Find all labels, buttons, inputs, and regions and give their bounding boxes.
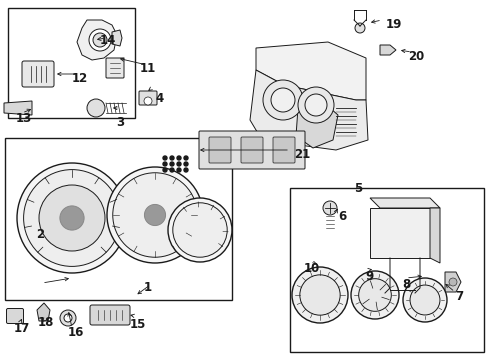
Text: 12: 12 [72,72,88,85]
Circle shape [89,29,111,51]
Circle shape [291,267,347,323]
Text: 10: 10 [304,262,320,275]
Text: 3: 3 [116,116,124,129]
Text: 17: 17 [14,322,30,335]
Circle shape [305,94,326,116]
Text: 9: 9 [364,270,372,283]
Circle shape [93,33,107,47]
FancyBboxPatch shape [6,309,23,324]
Circle shape [144,204,165,226]
Polygon shape [37,303,50,321]
Text: 15: 15 [130,318,146,331]
Polygon shape [256,42,365,100]
Text: 16: 16 [68,326,84,339]
Circle shape [263,80,303,120]
Circle shape [299,275,340,315]
FancyBboxPatch shape [208,137,230,163]
Circle shape [177,168,181,172]
Circle shape [170,156,174,160]
Polygon shape [369,198,439,208]
Circle shape [17,163,127,273]
Circle shape [409,285,439,315]
Polygon shape [112,30,122,46]
Text: 2: 2 [36,228,44,241]
Text: 21: 21 [293,148,309,161]
Text: 6: 6 [337,210,346,223]
FancyBboxPatch shape [106,58,124,78]
Text: 14: 14 [100,34,116,47]
Text: 13: 13 [16,112,32,125]
Circle shape [143,97,152,105]
Circle shape [170,168,174,172]
FancyBboxPatch shape [199,131,305,169]
Circle shape [297,87,333,123]
FancyBboxPatch shape [90,305,130,325]
Circle shape [323,201,336,215]
Circle shape [183,156,187,160]
Text: 11: 11 [140,62,156,75]
Text: 8: 8 [401,278,409,291]
Circle shape [170,162,174,166]
Polygon shape [77,20,117,60]
FancyBboxPatch shape [139,91,157,105]
Circle shape [358,279,390,311]
Circle shape [177,156,181,160]
FancyBboxPatch shape [272,137,294,163]
Text: 18: 18 [38,316,54,329]
Circle shape [113,173,197,257]
Circle shape [354,23,364,33]
Polygon shape [4,101,32,115]
Bar [289,188,483,352]
Circle shape [107,167,203,263]
Circle shape [183,162,187,166]
Bar [5,138,231,300]
Text: 7: 7 [454,290,462,303]
Circle shape [39,185,105,251]
Bar [8,8,135,118]
Circle shape [172,203,227,257]
FancyBboxPatch shape [22,61,54,87]
Text: 20: 20 [407,50,424,63]
Circle shape [60,206,84,230]
Polygon shape [379,45,395,55]
Circle shape [183,168,187,172]
Circle shape [163,162,167,166]
Circle shape [64,314,72,322]
Polygon shape [295,102,337,148]
Circle shape [168,198,231,262]
Polygon shape [444,272,460,292]
Polygon shape [249,70,367,150]
Circle shape [402,278,446,322]
Circle shape [350,271,398,319]
Circle shape [163,168,167,172]
Circle shape [177,162,181,166]
Circle shape [270,88,294,112]
Text: 4: 4 [155,92,163,105]
Polygon shape [429,208,439,263]
Polygon shape [409,283,431,297]
Circle shape [87,99,105,117]
FancyBboxPatch shape [241,137,263,163]
Circle shape [448,278,456,286]
Circle shape [60,310,76,326]
Circle shape [23,170,120,266]
Text: 5: 5 [353,182,362,195]
Polygon shape [369,208,429,258]
Text: 19: 19 [385,18,402,31]
Text: 1: 1 [143,281,152,294]
Circle shape [163,156,167,160]
